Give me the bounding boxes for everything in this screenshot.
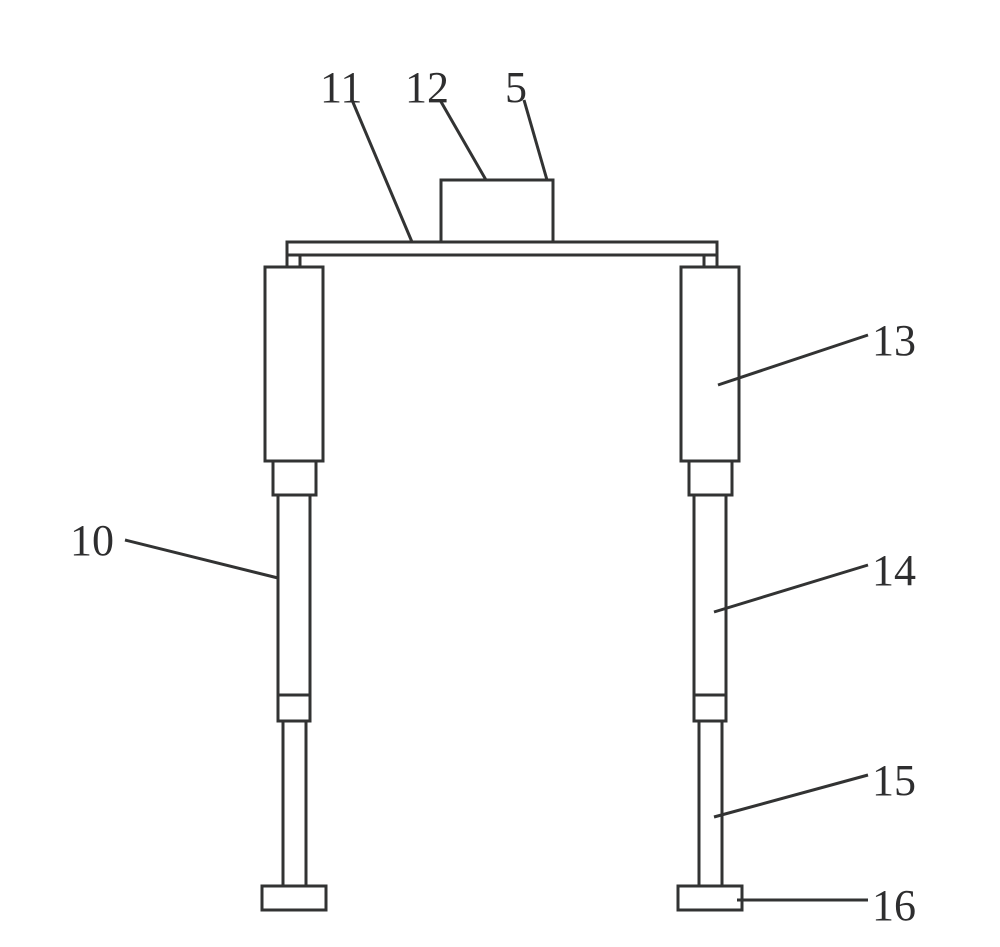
part-mid_seg_left_14: [278, 495, 310, 695]
label-13: 13: [872, 315, 916, 366]
part-foot_left_16: [262, 886, 326, 910]
part-collar_left_u: [273, 461, 316, 495]
mechanical-diagram: [0, 0, 1000, 947]
label-14: 14: [872, 545, 916, 596]
label-15: 15: [872, 755, 916, 806]
part-crossbar_11: [287, 242, 717, 255]
leader-l14: [714, 565, 868, 612]
part-conn_left: [287, 255, 300, 267]
leader-l10: [125, 540, 278, 578]
part-collar_left_l: [278, 695, 310, 721]
part-top_box_12: [441, 180, 553, 242]
label-10: 10: [70, 515, 114, 566]
part-conn_right: [704, 255, 717, 267]
label-12: 12: [405, 62, 449, 113]
part-collar_right_l: [694, 695, 726, 721]
part-collar_right_u: [689, 461, 732, 495]
part-foot_right_16: [678, 886, 742, 910]
label-16: 16: [872, 880, 916, 931]
leader-l11: [352, 100, 412, 242]
device-outline: [262, 180, 742, 910]
part-low_seg_right_15: [699, 721, 722, 886]
leader-l15: [714, 775, 868, 817]
leader-l5: [524, 100, 547, 180]
part-top_seg_right_13: [681, 267, 739, 461]
part-low_seg_left_15: [283, 721, 306, 886]
label-11: 11: [320, 62, 362, 113]
part-top_seg_left_13: [265, 267, 323, 461]
label-5: 5: [505, 62, 527, 113]
part-mid_seg_right_14: [694, 495, 726, 695]
